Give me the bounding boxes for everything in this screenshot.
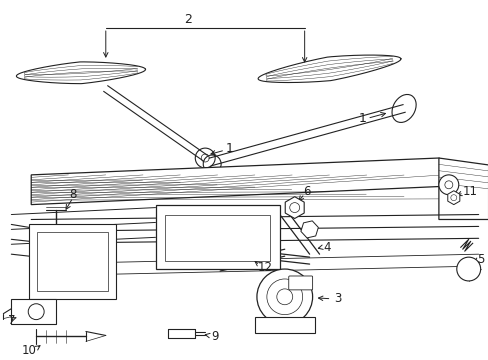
Text: 5: 5 [476, 253, 483, 266]
Text: 9: 9 [211, 330, 219, 343]
Text: 7: 7 [8, 314, 15, 327]
FancyBboxPatch shape [288, 276, 312, 290]
Text: 1: 1 [225, 141, 234, 154]
Polygon shape [438, 158, 488, 220]
Text: 12: 12 [257, 261, 272, 274]
Circle shape [438, 175, 458, 195]
Circle shape [256, 269, 312, 325]
Text: 2: 2 [184, 13, 192, 26]
Text: 4: 4 [323, 241, 330, 254]
Text: 8: 8 [69, 188, 77, 201]
Circle shape [456, 257, 480, 281]
FancyBboxPatch shape [29, 224, 116, 299]
Polygon shape [31, 158, 478, 204]
Text: 10: 10 [22, 344, 37, 357]
Polygon shape [11, 299, 56, 324]
Text: 1: 1 [358, 112, 366, 125]
Text: 6: 6 [302, 185, 310, 198]
Text: 11: 11 [461, 185, 476, 198]
Polygon shape [155, 204, 279, 269]
Text: 3: 3 [333, 292, 341, 305]
Polygon shape [254, 317, 314, 333]
